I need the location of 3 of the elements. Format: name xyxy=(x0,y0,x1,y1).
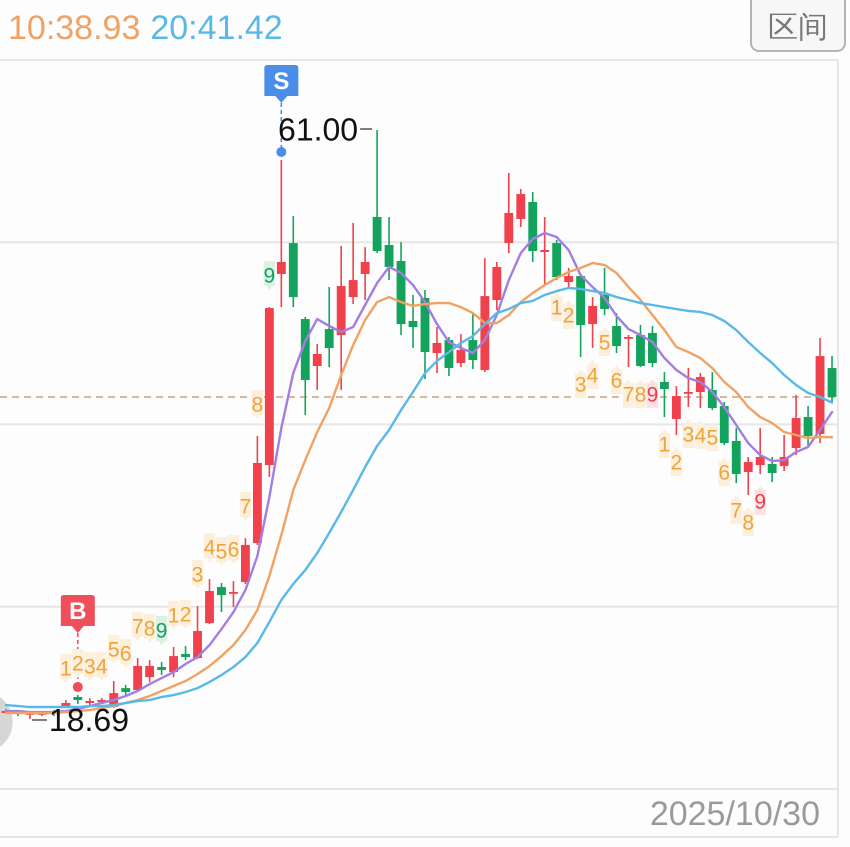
data-label: B xyxy=(69,598,86,626)
data-label: S xyxy=(273,68,290,96)
annotation: 18.69 xyxy=(48,702,130,738)
